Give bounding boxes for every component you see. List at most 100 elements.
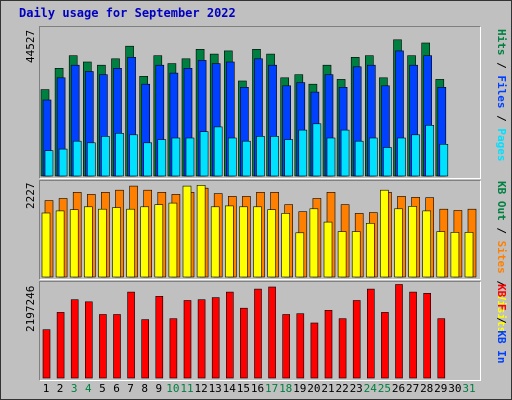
visits-bar (196, 185, 206, 278)
kbytes-plot (42, 284, 446, 379)
kbytes-bar (324, 309, 333, 379)
kbytes-bar (296, 313, 305, 379)
chart-title: Daily usage for September 2022 (19, 6, 236, 20)
kbytes-bar (226, 291, 234, 379)
visits-bar (239, 206, 248, 278)
visits-bar (112, 207, 121, 278)
visits-bar (408, 206, 417, 278)
legend-item: Pages (495, 128, 508, 162)
visits-bar (422, 210, 432, 278)
hits-files-pages-plot (40, 39, 449, 177)
visits-bar (126, 208, 135, 278)
legend-item: Sites (495, 240, 508, 274)
pages-bar (171, 137, 181, 177)
x-tick-label: 23 (349, 382, 363, 395)
pages-bar (242, 140, 251, 177)
x-tick-label: 17 (264, 382, 279, 395)
pages-bar (185, 137, 195, 177)
visits-bar (253, 206, 262, 278)
visits-bar (69, 209, 79, 278)
kbytes-bar (423, 293, 432, 379)
legend-item: KB Out (495, 181, 508, 221)
kbytes-bar (84, 301, 93, 379)
kbytes-bar (310, 322, 319, 379)
pages-bar (256, 136, 265, 177)
pages-bar (326, 137, 336, 177)
pages-bar (86, 142, 96, 177)
x-axis-labels: 1 2 3 4 5 6 7 8 9 10 11 12 13 14 15 16 17 18 19 20 21 22 23 24 2… (39, 382, 479, 396)
x-tick-label: 8 (141, 382, 148, 395)
x-tick-label: 11 (180, 382, 194, 395)
kbytes-bar (155, 296, 164, 379)
visits-bar (309, 208, 319, 278)
kbytes-bar (395, 284, 403, 379)
kbytes-bar (268, 286, 276, 379)
legend-item: Files (495, 75, 508, 109)
pages-bar (411, 134, 420, 177)
x-tick-label: 7 (127, 382, 134, 395)
legend-hits-files-pages: Hits / Files / Pages (495, 29, 508, 162)
legend-item: KB In (495, 330, 508, 364)
pages-bar (157, 139, 167, 177)
x-tick-label: 4 (84, 382, 92, 395)
x-tick-label: 25 (377, 382, 392, 395)
visits-bar (267, 209, 276, 278)
kbytes-bar (42, 329, 51, 379)
visits-bar (55, 210, 65, 278)
pages-bar (312, 123, 322, 177)
pages-bar (213, 126, 223, 177)
x-tick-label: 3 (70, 382, 78, 395)
visits-bar (182, 185, 192, 278)
kbytes-bar (70, 299, 79, 379)
kbytes-bar (366, 288, 375, 379)
visits-bar (323, 221, 333, 278)
legend-kbytes: KB F / KB In (495, 284, 508, 364)
kbytes-bar (197, 299, 206, 379)
kbytes-bar (352, 300, 361, 379)
kbytes-bar (211, 297, 220, 379)
x-tick-label: 24 (363, 382, 377, 395)
visits-sites-plot (41, 185, 477, 278)
x-tick-label: 6 (113, 382, 120, 395)
pages-bar (228, 137, 237, 177)
visits-bar (394, 208, 403, 278)
x-tick-label: 31 (462, 382, 476, 395)
visits-bar (140, 206, 149, 278)
kbytes-bar (282, 314, 290, 379)
x-tick-label: 28 (420, 382, 434, 395)
kbytes-bar (127, 291, 135, 379)
visits-bar (225, 205, 234, 278)
x-tick-label: 1 (42, 382, 50, 395)
visits-bar (168, 202, 178, 278)
x-tick-label: 13 (208, 382, 222, 395)
pages-bar (58, 148, 68, 177)
pages-bar (143, 142, 152, 177)
visits-bar (380, 189, 389, 278)
visits-bar (154, 204, 164, 278)
pages-bar (129, 134, 138, 177)
pages-bar (101, 136, 110, 177)
x-tick-label: 26 (391, 382, 406, 395)
x-tick-label: 29 (434, 382, 448, 395)
pages-bar (284, 139, 293, 177)
pages-bar (368, 137, 378, 177)
legend-separator: / (495, 310, 508, 331)
kbytes-bar (99, 314, 107, 379)
pages-bar (199, 131, 209, 177)
kbytes-bar (169, 318, 178, 379)
hits-files-pages-panel (39, 26, 481, 179)
kbytes-bar (141, 319, 149, 379)
kbytes-bar (183, 300, 192, 379)
pages-bar (397, 137, 406, 177)
x-tick-label: 2 (56, 382, 64, 395)
x-tick-label: 22 (335, 382, 349, 395)
kbytes-bar (338, 318, 347, 379)
visits-bar (450, 232, 460, 278)
visits-bar (83, 206, 93, 278)
kbytes-bar (381, 312, 389, 379)
x-tick-label: 14 (222, 382, 236, 395)
visits-bar (464, 232, 474, 278)
x-tick-label: 12 (194, 382, 208, 395)
kbytes-bar (254, 288, 262, 379)
legend-item: Hits (495, 29, 508, 56)
